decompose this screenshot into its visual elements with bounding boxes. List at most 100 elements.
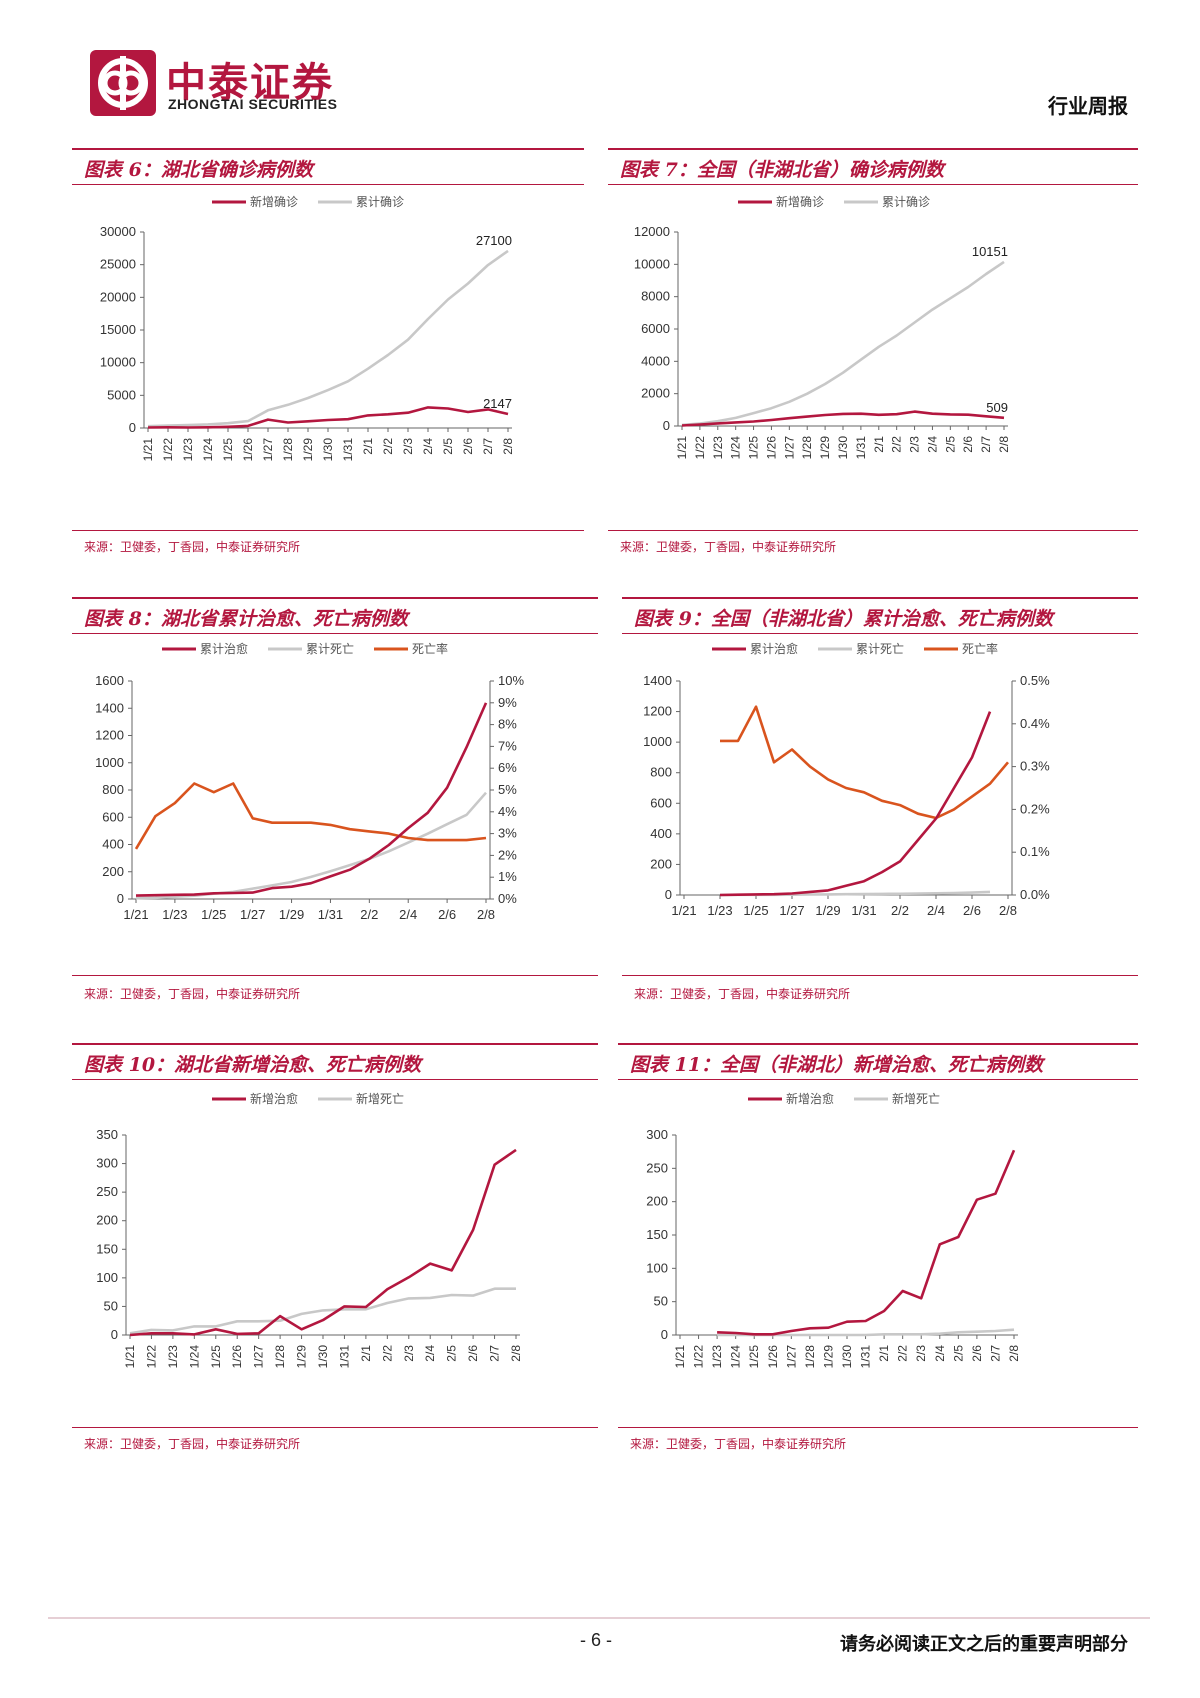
- x-tick-label: 1/28: [281, 438, 295, 462]
- panel-title: 图表 7：全国（非湖北省）确诊病例数: [620, 159, 944, 181]
- panel-title-bar: 图表 6：湖北省确诊病例数: [72, 148, 584, 185]
- series-line: [134, 782, 487, 850]
- y-tick-label: 0: [661, 1327, 668, 1342]
- line-chart: 新增治愈 新增死亡 0 50 100 150 200 250 300 350 1/21 1/22 1/2…: [96, 1091, 523, 1369]
- x-tick-label: 2/1: [877, 1345, 891, 1362]
- y-tick-label: 1600: [95, 673, 124, 688]
- x-tick-label: 1/29: [279, 907, 304, 922]
- x-tick-label: 2/8: [1007, 1345, 1021, 1362]
- y2-tick-label: 4%: [498, 804, 517, 819]
- legend-label: 累计治愈: [200, 641, 248, 656]
- line-chart: 累计治愈 累计死亡 死亡率 0 200 400 600 800 1000 1200 1400 1600…: [95, 641, 524, 922]
- panel-title: 图表 10：湖北省新增治愈、死亡病例数: [84, 1054, 422, 1076]
- y2-tick-label: 5%: [498, 782, 517, 797]
- y-tick-label: 20000: [100, 289, 136, 304]
- chart-panel-7: 图表 7：全国（非湖北省）确诊病例数 新增确诊 累计确诊 0 2000 4000 6000…: [608, 148, 1138, 558]
- x-tick-label: 1/23: [710, 1345, 724, 1369]
- y-tick-label: 100: [646, 1260, 668, 1275]
- x-tick-label: 1/31: [851, 903, 876, 918]
- x-tick-label: 1/26: [241, 438, 255, 462]
- x-tick-label: 1/22: [161, 438, 175, 462]
- series-line: [681, 260, 1005, 427]
- x-tick-label: 2/2: [360, 907, 378, 922]
- x-tick-label: 1/26: [766, 1345, 780, 1369]
- x-tick-label: 2/2: [380, 1345, 394, 1362]
- x-tick-label: 1/21: [123, 1345, 137, 1369]
- series-line: [147, 406, 509, 429]
- line-chart: 新增确诊 累计确诊 0 2000 4000 6000 8000 10000 12000 1/21 1…: [634, 194, 1011, 460]
- panel-title: 图表 8：湖北省累计治愈、死亡病例数: [84, 608, 408, 630]
- panel-source: 来源：卫健委，丁香园，中泰证券研究所: [634, 987, 851, 1001]
- panel-title: 图表 11：全国（非湖北）新增治愈、死亡病例数: [630, 1054, 1044, 1076]
- x-tick-label: 2/8: [501, 438, 515, 455]
- y-tick-label: 25000: [100, 257, 136, 272]
- panel-source: 来源：卫健委，丁香园，中泰证券研究所: [630, 1437, 847, 1451]
- y2-tick-label: 0.0%: [1020, 887, 1050, 902]
- x-tick-label: 1/31: [337, 1345, 351, 1369]
- series-line: [681, 410, 1005, 427]
- x-tick-label: 1/23: [166, 1345, 180, 1369]
- x-tick-label: 1/25: [221, 438, 235, 462]
- x-tick-label: 2/1: [361, 438, 375, 455]
- x-tick-label: 1/21: [673, 1345, 687, 1369]
- x-tick-label: 1/25: [747, 1345, 761, 1369]
- y-tick-label: 6000: [641, 321, 670, 336]
- series-line: [129, 1148, 517, 1337]
- x-tick-label: 1/29: [821, 1345, 835, 1369]
- data-label: 509: [986, 400, 1008, 415]
- y-tick-label: 100: [96, 1270, 118, 1285]
- y-tick-label: 0: [663, 418, 670, 433]
- data-label: 27100: [476, 233, 512, 248]
- x-tick-label: 1/29: [815, 903, 840, 918]
- x-tick-label: 1/26: [230, 1345, 244, 1369]
- x-tick-label: 1/31: [341, 438, 355, 462]
- y-tick-label: 300: [96, 1156, 118, 1171]
- y-tick-label: 10000: [634, 256, 670, 271]
- data-label: 2147: [483, 396, 512, 411]
- data-label: 10151: [972, 244, 1008, 259]
- legend-label: 累计确诊: [882, 195, 930, 209]
- x-tick-label: 1/21: [141, 438, 155, 462]
- y-tick-label: 1400: [95, 700, 124, 715]
- x-tick-label: 2/4: [933, 1345, 947, 1362]
- y-tick-label: 800: [102, 782, 124, 797]
- panel-title-bar: 图表 9：全国（非湖北省）累计治愈、死亡病例数: [622, 597, 1138, 634]
- y2-tick-label: 0.5%: [1020, 673, 1050, 688]
- x-tick-label: 2/2: [381, 438, 395, 455]
- legend-label: 新增确诊: [776, 194, 824, 209]
- x-tick-label: 1/22: [144, 1345, 158, 1369]
- y-tick-label: 600: [650, 795, 672, 810]
- y2-tick-label: 3%: [498, 826, 517, 841]
- x-tick-label: 2/2: [890, 436, 904, 453]
- x-tick-label: 2/3: [908, 436, 922, 453]
- legend-label: 新增死亡: [892, 1091, 940, 1106]
- y-tick-label: 50: [104, 1298, 118, 1313]
- y2-tick-label: 0.1%: [1020, 844, 1050, 859]
- x-tick-label: 1/27: [784, 1345, 798, 1369]
- series-line: [147, 249, 509, 428]
- panel-title-bar: 图表 11：全国（非湖北）新增治愈、死亡病例数: [618, 1043, 1138, 1080]
- legend-label: 新增治愈: [250, 1091, 298, 1106]
- x-tick-label: 1/22: [693, 436, 707, 460]
- legend-label: 累计确诊: [356, 195, 404, 209]
- source-divider: [72, 1427, 598, 1428]
- y2-tick-label: 0.3%: [1020, 759, 1050, 774]
- x-tick-label: 2/3: [914, 1345, 928, 1362]
- y-tick-label: 250: [96, 1184, 118, 1199]
- x-tick-label: 1/23: [162, 907, 187, 922]
- x-tick-label: 2/8: [997, 436, 1011, 453]
- x-tick-label: 2/5: [943, 436, 957, 453]
- panel-title-bar: 图表 10：湖北省新增治愈、死亡病例数: [72, 1043, 598, 1080]
- x-tick-label: 1/30: [316, 1345, 330, 1369]
- y-tick-label: 0: [117, 891, 124, 906]
- x-tick-label: 1/31: [318, 907, 343, 922]
- company-logo-icon: [90, 50, 156, 116]
- chart-panel-9: 图表 9：全国（非湖北省）累计治愈、死亡病例数 累计治愈 累计死亡 死亡率 0 200 4…: [622, 597, 1138, 1007]
- x-tick-label: 2/7: [481, 438, 495, 455]
- x-tick-label: 1/27: [782, 436, 796, 460]
- panel-source: 来源：卫健委，丁香园，中泰证券研究所: [620, 540, 837, 554]
- x-tick-label: 1/28: [803, 1345, 817, 1369]
- source-divider: [618, 1427, 1138, 1428]
- x-tick-label: 1/23: [711, 436, 725, 460]
- x-tick-label: 1/29: [295, 1345, 309, 1369]
